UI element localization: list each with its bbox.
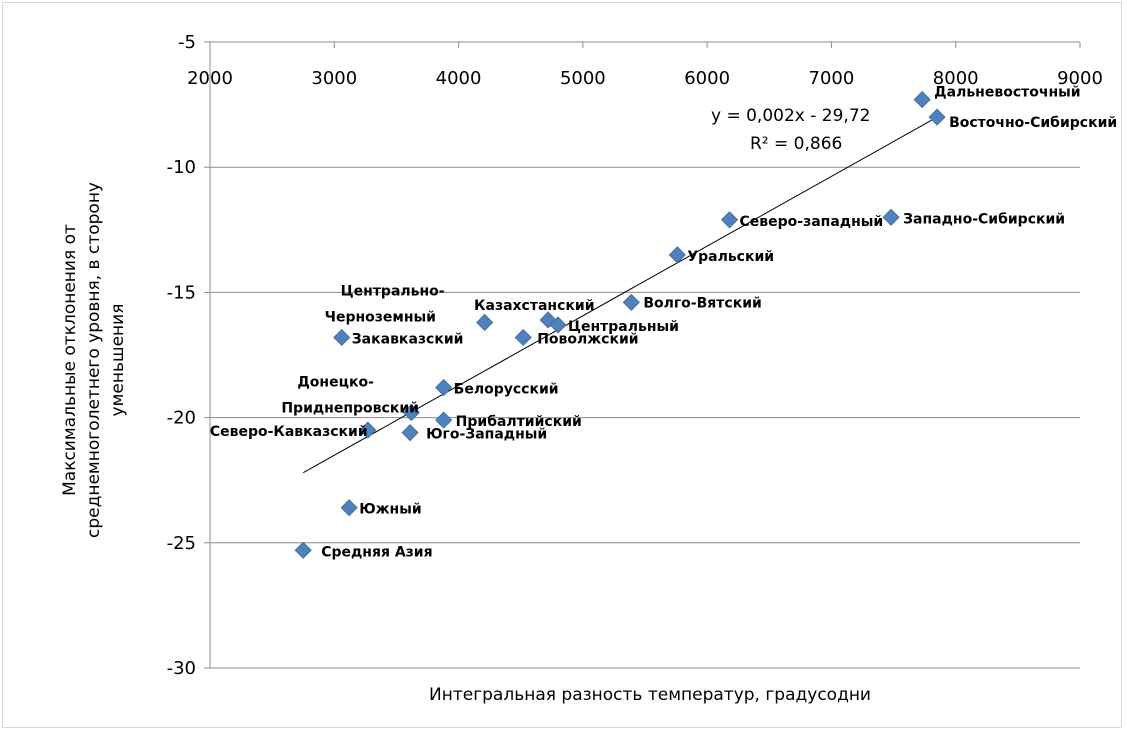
point-label: Западно-Сибирский [903,211,1065,227]
data-point [668,246,686,264]
point-labels: Дальневосточный Восточно-Сибирский Западно… [210,85,1117,561]
y-tick-label: -10 [167,157,196,178]
y-axis-title-line: Максимальные отклонения от [60,224,80,496]
data-points [294,91,946,559]
data-point [435,378,453,397]
point-label: Поволжский [537,331,638,347]
data-point [435,411,453,429]
data-point [476,313,494,332]
data-point [340,499,358,517]
y-tick-label: -15 [167,282,196,303]
x-axis: 2000 3000 4000 5000 6000 7000 8000 9000 [187,42,1103,89]
point-label: Северо-Кавказский [210,424,368,440]
point-label: Прибалтийский [456,414,582,430]
point-label: Дальневосточный [934,85,1080,101]
data-point [549,316,567,334]
point-label: Уральский [687,249,774,265]
data-point [928,108,946,126]
data-point [294,541,312,559]
data-point [402,404,420,422]
data-point [401,424,419,442]
x-tick-label: 6000 [684,68,730,89]
x-tick-label: 5000 [560,68,606,89]
trendline-equation: y = 0,002x - 29,72 [711,106,870,126]
y-axis-title-line: уменьшения [108,304,128,417]
point-label: Северо-западный [740,214,884,230]
y-tick-label: -5 [178,32,196,53]
x-axis-title: Интегральная разность температур, градус… [429,685,871,705]
x-tick-label: 3000 [311,68,357,89]
trendline-r-squared: R² = 0,866 [750,134,842,154]
point-label: Казахстанский [474,298,594,314]
y-tick-label: -30 [167,658,196,679]
data-point [622,293,640,311]
data-point [514,328,532,347]
data-point [913,91,931,109]
y-tick-label: -25 [167,533,196,554]
point-label: Южный [359,502,422,518]
x-tick-label: 4000 [436,68,482,89]
point-label: Центральный [568,319,679,335]
x-tick-label: 9000 [1057,68,1103,89]
y-axis-title: Максимальные отклонения от среднемноголет… [60,182,128,538]
point-label: Закавказский [352,331,464,347]
data-point [333,328,351,347]
point-label: Белорусский [454,382,559,398]
x-tick-label: 2000 [187,68,233,89]
x-tick-label: 7000 [809,68,855,89]
y-axis: -5 -10 -15 -20 -25 -30 [167,32,211,679]
x-tick-label: 8000 [933,68,979,89]
point-label: Восточно-Сибирский [949,115,1117,131]
data-point [720,211,739,229]
y-tick-label: -20 [167,408,196,429]
point-label: Донецко-Приднепровский [281,375,419,417]
data-point [882,208,900,226]
point-label: Волго-Вятский [643,295,761,311]
y-axis-title-line: среднемноголетнего уровня, в сторону [84,182,104,538]
point-label: Средняя Азия [321,544,432,560]
point-label: Юго-Западный [426,427,547,443]
gridlines [210,41,1080,669]
point-label: Центрально-Черноземный [325,283,445,325]
data-point [359,421,377,439]
